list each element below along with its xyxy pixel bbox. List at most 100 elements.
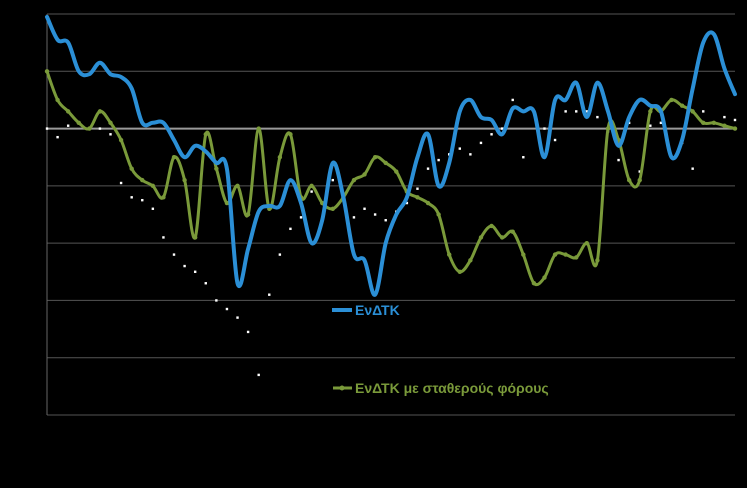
series-evdtk-constant-taxes-point	[309, 183, 314, 189]
series-evdtk-constant-taxes-point	[679, 103, 685, 108]
legend-marker-evdtk-constant-taxes	[339, 385, 345, 391]
series-evdtk-constant-taxes-point	[351, 177, 357, 183]
dot-series-point	[458, 147, 461, 150]
dot-series-point	[733, 118, 737, 122]
series-evdtk-constant-taxes-point	[637, 177, 642, 183]
series-evdtk-constant-taxes-point	[161, 195, 166, 200]
dot-series-point	[141, 198, 144, 202]
dot-series-point	[564, 110, 567, 113]
series-evdtk-constant-taxes-point	[140, 177, 145, 183]
series-evdtk-constant-taxes-point	[447, 252, 452, 257]
dot-series-point	[426, 167, 430, 170]
dot-series-point	[98, 127, 102, 130]
dot-series-point	[691, 167, 694, 170]
series-evdtk-constant-taxes-point	[499, 235, 505, 240]
series-evdtk-constant-taxes-point	[626, 177, 632, 183]
dot-series-point	[215, 299, 218, 302]
series-evdtk-constant-taxes-point	[182, 177, 187, 183]
series-evdtk-constant-taxes-point	[76, 120, 81, 126]
dot-series-point	[119, 181, 123, 185]
series-evdtk-constant-taxes-point	[330, 206, 335, 211]
series-evdtk-constant-taxes-point	[118, 137, 124, 143]
series-evdtk-constant-taxes-point	[415, 195, 420, 200]
gridlines	[47, 13, 735, 416]
series-evdtk-constant-taxes-point	[383, 160, 388, 166]
dot-series-point	[384, 219, 387, 222]
series-evdtk-constant-taxes-point	[732, 126, 738, 131]
dot-series-point	[437, 158, 440, 162]
dot-series-point	[268, 293, 271, 296]
series-evdtk-constant-taxes-point	[574, 255, 579, 260]
dot-series-point	[352, 216, 356, 219]
series-evdtk-constant-taxes-point	[224, 200, 230, 206]
series-evdtk-constant-taxes-markers	[44, 69, 738, 286]
series-evdtk-constant-taxes-point	[44, 69, 50, 74]
series-evdtk-constant-taxes-point	[521, 252, 526, 257]
series-evdtk-constant-taxes-point	[171, 155, 177, 160]
dot-series-point	[183, 264, 186, 268]
dot-series-point	[479, 141, 483, 145]
dot-series-point	[575, 110, 578, 113]
dot-series-point	[638, 170, 641, 173]
dot-series-point	[236, 316, 239, 319]
dot-series-point	[617, 158, 620, 162]
dot-series-point	[299, 216, 303, 219]
dot-series-point	[193, 270, 197, 273]
dot-series-point	[278, 253, 282, 256]
legend-item-evdtk: ΕνΔΤΚ	[332, 302, 400, 318]
dot-series-point	[405, 201, 409, 205]
dot-series-point	[522, 156, 525, 159]
series-evdtk-constant-taxes-point	[701, 120, 706, 126]
series-evdtk-constant-taxes-point	[478, 235, 484, 240]
series-evdtk-constant-taxes-point	[531, 281, 537, 286]
series-evdtk-constant-taxes-point	[648, 109, 653, 114]
series-evdtk-constant-taxes-point	[722, 123, 727, 128]
dot-series-point	[162, 236, 165, 239]
series-evdtk-constant-taxes-point	[595, 258, 600, 263]
series-evdtk-constant-taxes-point	[235, 183, 240, 189]
series-evdtk-constant-taxes-point	[489, 223, 494, 229]
dot-series-point	[416, 187, 419, 190]
series-evdtk-constant-taxes-point	[584, 240, 590, 246]
series-evdtk-constant-taxes-point	[362, 172, 367, 177]
dot-series-point	[543, 127, 546, 130]
series-evdtk-constant-taxes-point	[288, 132, 293, 137]
series-evdtk-constant-taxes-point	[55, 97, 60, 103]
dot-series-point	[225, 307, 229, 311]
dot-series-point	[66, 124, 70, 127]
series-evdtk-constant-taxes-point	[552, 252, 558, 257]
dot-series-point	[585, 110, 589, 113]
series-evdtk-line	[45, 14, 737, 297]
dot-series-point	[246, 330, 250, 334]
dot-series-point	[151, 207, 155, 210]
legend-label-evdtk: ΕνΔΤΚ	[355, 302, 400, 318]
dot-series-point	[172, 253, 176, 256]
series-evdtk-constant-taxes-point	[425, 200, 431, 206]
series-evdtk-constant-taxes-point	[372, 155, 378, 160]
legend-label-evdtk-constant-taxes: ΕνΔΤΚ με σταθερούς φόρους	[355, 380, 549, 396]
series-evdtk-constant-taxes-point	[690, 109, 695, 114]
dot-series-point	[659, 121, 663, 125]
series-evdtk-constant-taxes-point	[394, 169, 399, 174]
dot-series-point	[56, 135, 59, 139]
series-evdtk-constant-taxes-point	[542, 275, 547, 280]
series-evdtk-constant-taxes-point	[87, 126, 92, 131]
series-evdtk-constant-taxes-point	[192, 235, 198, 240]
dot-series-point	[331, 178, 334, 182]
dot-series-point	[553, 138, 557, 142]
dot-series-point	[310, 190, 313, 193]
series-evdtk-constant-taxes-point	[97, 109, 103, 114]
dot-series-point	[649, 124, 652, 127]
dot-series-point	[363, 207, 366, 210]
dot-series-point	[469, 153, 472, 156]
dot-series-point	[130, 196, 133, 199]
legend: ΕνΔΤΚ ΕνΔΤΚ με σταθερούς φόρους	[332, 302, 549, 396]
series-evdtk-constant-taxes-point	[563, 252, 568, 257]
dot-series-point	[257, 373, 260, 377]
series-evdtk-constant-taxes-point	[436, 212, 441, 217]
series-evdtk-constant-taxes-point	[108, 120, 113, 126]
series-evdtk-constant-taxes-point	[277, 155, 283, 160]
series-evdtk-constant-taxes-point	[468, 258, 473, 263]
dot-series-point	[204, 282, 207, 285]
